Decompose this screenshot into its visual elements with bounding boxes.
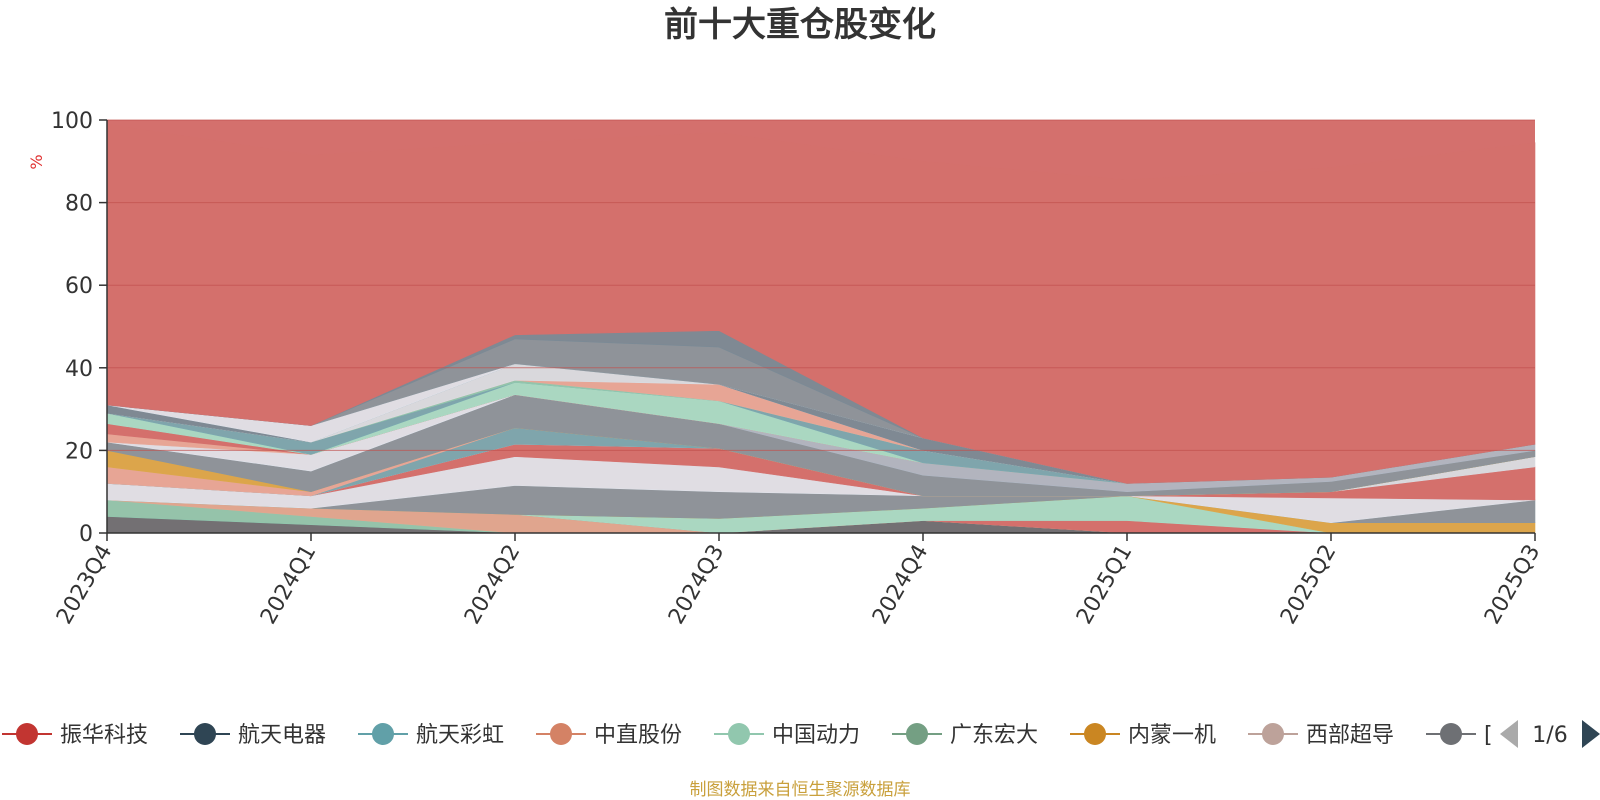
y-tick-label: 100	[51, 109, 93, 134]
legend-item[interactable]: 中直股份	[536, 723, 682, 748]
x-tick-label: 2024Q2	[460, 541, 525, 629]
legend-item[interactable]: 西部超导	[1248, 723, 1394, 748]
series-layer	[106, 120, 1536, 534]
y-tick-label: 0	[79, 522, 93, 547]
legend-marker-icon	[906, 723, 928, 745]
legend-marker-icon	[1084, 723, 1106, 745]
y-tick-label: 60	[65, 274, 93, 299]
legend-marker-icon	[16, 723, 38, 745]
legend-item[interactable]: 内蒙一机	[1070, 723, 1216, 748]
legend-marker-icon	[372, 723, 394, 745]
legend-marker-icon	[550, 723, 572, 745]
x-tick-label: 2024Q3	[664, 541, 729, 629]
triangle-left-icon[interactable]	[1500, 720, 1518, 748]
legend-pager: 1/6	[1500, 720, 1600, 748]
legend-label: 航天彩虹	[416, 723, 504, 748]
y-tick-label: 80	[65, 192, 93, 217]
chart-title: 前十大重仓股变化	[664, 5, 936, 45]
legend-label: 广东宏大	[950, 723, 1038, 748]
legend-marker-icon	[1440, 723, 1462, 745]
legend-item[interactable]: 广东宏大	[892, 723, 1038, 748]
legend-item[interactable]: 航天电器	[180, 723, 326, 748]
source-note: 制图数据来自恒生聚源数据库	[690, 780, 911, 800]
legend-label: 振华科技	[60, 723, 148, 748]
area-series-27	[106, 123, 1536, 484]
x-tick-label: 2025Q3	[1480, 541, 1545, 629]
legend-item[interactable]	[1426, 723, 1476, 745]
grid-layer	[107, 119, 1535, 451]
legend-page-indicator: 1/6	[1532, 723, 1567, 748]
legend-marker-icon	[194, 723, 216, 745]
x-tick-label: 2025Q2	[1276, 541, 1341, 629]
triangle-right-icon[interactable]	[1582, 720, 1600, 748]
legend-item[interactable]: 航天彩虹	[358, 723, 504, 748]
x-tick-label: 2023Q4	[52, 541, 117, 629]
y-tick-label: 40	[65, 357, 93, 382]
x-tick-label: 2024Q4	[868, 541, 933, 629]
x-tick-label: 2024Q1	[256, 541, 321, 629]
legend-partial-label: [	[1484, 723, 1493, 748]
legend-marker-icon	[728, 723, 750, 745]
legend: 振华科技 航天电器 航天彩虹 中直股份 中国动力 广东宏大 内蒙一机 西部超导 [1/6	[2, 720, 1600, 748]
legend-item[interactable]: 中国动力	[714, 723, 860, 748]
y-tick-label: 20	[65, 439, 93, 464]
legend-label: 内蒙一机	[1128, 723, 1216, 748]
y-axis-unit-label: %	[27, 154, 46, 169]
legend-marker-icon	[1262, 723, 1284, 745]
legend-label: 西部超导	[1306, 723, 1394, 748]
legend-label: 中直股份	[594, 723, 682, 748]
legend-item[interactable]: 振华科技	[2, 723, 148, 748]
legend-label: 航天电器	[238, 723, 326, 748]
legend-label: 中国动力	[772, 723, 860, 748]
x-tick-label: 2025Q1	[1072, 541, 1137, 629]
